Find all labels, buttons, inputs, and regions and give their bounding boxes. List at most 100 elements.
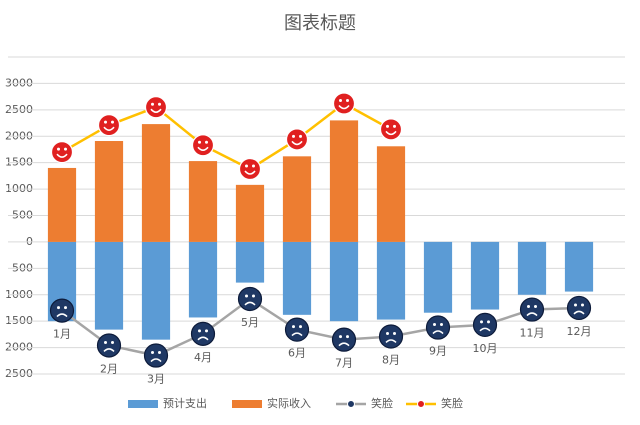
mouth <box>291 140 303 146</box>
x-tick-label: 4月 <box>194 351 212 364</box>
bar <box>94 241 124 330</box>
face <box>49 298 75 323</box>
bar <box>376 241 406 320</box>
eye <box>393 331 396 335</box>
legend-label: 实际收入 <box>267 396 311 410</box>
x-tick-label: 10月 <box>473 342 498 355</box>
eye <box>151 102 154 106</box>
face-marker <box>144 96 168 119</box>
mouth <box>56 313 68 318</box>
face <box>472 312 498 337</box>
eye <box>292 134 295 138</box>
bar <box>517 241 547 295</box>
eye <box>57 306 60 310</box>
mouth <box>244 301 256 306</box>
mouth <box>338 342 350 347</box>
eye <box>339 98 342 102</box>
x-tick-label: 1月 <box>53 328 71 341</box>
bar <box>423 241 453 313</box>
x-tick-label: 5月 <box>241 316 259 329</box>
legend-marker <box>347 400 355 408</box>
mouth <box>103 348 115 353</box>
face-marker <box>50 141 74 164</box>
face-marker <box>332 92 356 115</box>
face <box>379 118 403 141</box>
eye <box>205 140 208 144</box>
chart-title: 图表标题 <box>284 13 356 34</box>
bar <box>188 161 218 242</box>
x-tick-label: 11月 <box>520 327 545 340</box>
eye <box>534 305 537 309</box>
bar <box>470 241 500 310</box>
eye <box>487 320 490 324</box>
face <box>143 343 169 368</box>
eye <box>252 294 255 298</box>
eye <box>64 147 67 151</box>
mouth <box>291 332 303 337</box>
bar <box>188 241 218 318</box>
eye <box>64 306 67 310</box>
bar <box>376 146 406 242</box>
eye <box>292 325 295 329</box>
eye <box>386 124 389 128</box>
x-tick-label: 7月 <box>335 357 353 370</box>
bar <box>235 184 265 242</box>
face-marker <box>190 321 216 346</box>
eye <box>346 335 349 339</box>
legend-label: 笑脸 <box>441 396 463 410</box>
face <box>519 297 545 322</box>
face-marker <box>284 317 310 342</box>
face <box>378 324 404 349</box>
eye <box>386 331 389 335</box>
face <box>238 157 262 181</box>
x-tick-label: 8月 <box>382 353 400 366</box>
face <box>190 321 216 346</box>
eye <box>339 335 342 339</box>
bar <box>94 141 124 242</box>
eye <box>151 351 154 355</box>
mouth <box>385 130 397 136</box>
face <box>96 333 122 358</box>
mouth <box>526 312 538 317</box>
eye <box>480 320 483 324</box>
mouth <box>103 126 115 131</box>
mouth <box>197 336 209 341</box>
eye <box>158 351 161 355</box>
eye <box>433 323 436 327</box>
face <box>237 286 263 312</box>
face <box>425 315 451 340</box>
legend-marker <box>417 400 425 408</box>
line <box>61 297 580 357</box>
face-marker <box>191 134 215 157</box>
mouth <box>150 358 162 363</box>
eye <box>393 124 396 128</box>
bar <box>564 241 594 292</box>
legend-label: 笑脸 <box>371 396 393 410</box>
bar <box>235 241 265 283</box>
mouth <box>479 327 491 332</box>
mouth <box>385 339 397 344</box>
mouth <box>244 170 256 175</box>
mouth <box>573 310 585 315</box>
x-tick-label: 2月 <box>100 362 118 375</box>
legend-swatch <box>128 400 158 408</box>
eye <box>245 164 248 168</box>
mouth <box>338 104 350 110</box>
face-marker <box>49 298 75 323</box>
mouth <box>432 330 444 335</box>
eye <box>581 303 584 307</box>
bar <box>282 241 312 315</box>
face <box>285 128 309 151</box>
bar <box>329 241 359 322</box>
eye <box>111 120 114 124</box>
bar <box>141 241 171 340</box>
face-marker <box>143 343 169 368</box>
face-marker <box>237 286 263 312</box>
face-marker <box>379 118 403 141</box>
eye <box>198 140 201 144</box>
eye <box>299 325 302 329</box>
mouth <box>197 146 209 152</box>
eye <box>198 329 201 333</box>
face-marker <box>378 324 404 349</box>
